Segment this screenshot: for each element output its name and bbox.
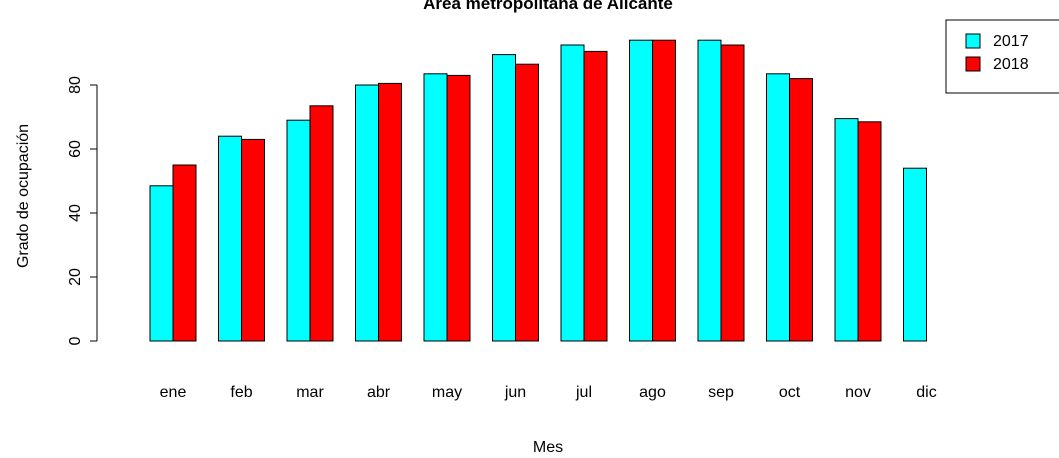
bar-2017-jul (560, 44, 585, 342)
bar-2018-oct (789, 78, 813, 342)
y-tick-label: 80 (67, 76, 84, 94)
x-tick-label-ago: ago (639, 384, 666, 401)
x-tick-label-jun: jun (504, 384, 526, 401)
legend-swatch-2018 (965, 56, 981, 72)
legend: 2017 2018 (945, 19, 1059, 94)
y-tick-label: 20 (67, 268, 84, 286)
bar-2018-sep (720, 44, 745, 342)
x-tick-label-nov: nov (845, 384, 871, 401)
bar-2017-ene (149, 185, 174, 342)
bars-group (149, 39, 927, 342)
legend-box (945, 19, 1059, 94)
bar-2017-may (423, 73, 448, 342)
bar-2018-jun (515, 63, 539, 342)
y-tick-label: 0 (67, 336, 84, 345)
bar-2017-feb (218, 135, 242, 342)
bar-2018-nov (857, 121, 882, 342)
bar-2017-ago (629, 39, 653, 342)
x-tick-label-feb: feb (230, 384, 252, 401)
bar-2017-jun (492, 54, 516, 342)
legend-label-2018: 2018 (993, 56, 1029, 73)
bar-2017-abr (355, 84, 379, 342)
bar-2018-may (446, 74, 471, 342)
y-axis: 0 20 40 60 80 (67, 76, 98, 345)
bar-2017-mar (286, 119, 311, 342)
bar-2017-nov (834, 118, 859, 342)
bar-2017-sep (697, 39, 722, 342)
x-tick-label-may: may (432, 384, 462, 401)
x-tick-labels: ene feb mar abr may jun jul ago sep oct nov dic (160, 384, 937, 401)
y-tick-label: 40 (67, 204, 84, 222)
x-axis-label: Mes (533, 439, 563, 456)
x-tick-label-oct: oct (779, 384, 801, 401)
x-tick-label-jul: jul (575, 384, 592, 401)
bar-2018-feb (241, 138, 265, 342)
chart-title: Área metropolitana de Alicante (423, 0, 673, 13)
bar-2018-abr (378, 82, 402, 342)
bar-2018-ago (652, 39, 676, 342)
bar-2018-ene (172, 164, 197, 342)
legend-swatch-2017 (965, 33, 981, 49)
x-tick-label-abr: abr (367, 384, 391, 401)
x-tick-label-mar: mar (296, 384, 324, 401)
bar-2018-jul (583, 50, 608, 342)
y-tick-label: 60 (67, 140, 84, 158)
y-axis-label: Grado de ocupación (15, 124, 32, 268)
bar-2018-mar (309, 105, 334, 342)
x-tick-label-sep: sep (708, 384, 734, 401)
x-tick-label-dic: dic (916, 384, 936, 401)
legend-label-2017: 2017 (993, 33, 1029, 50)
bar-2017-dic (903, 167, 927, 342)
bar-2017-oct (766, 73, 790, 342)
x-tick-label-ene: ene (160, 384, 187, 401)
